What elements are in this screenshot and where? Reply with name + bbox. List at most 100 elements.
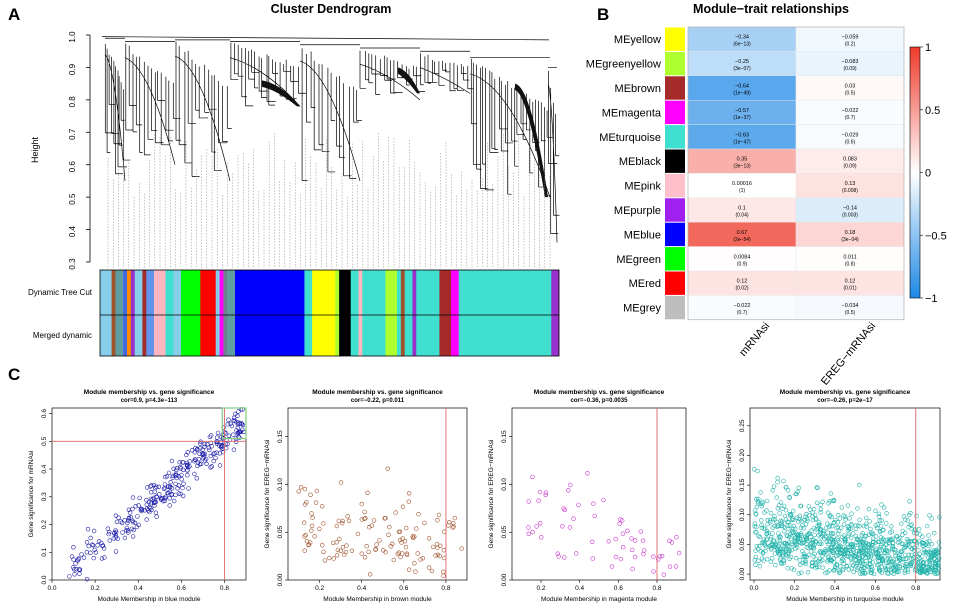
- scatter-point: [441, 547, 446, 553]
- scatter-point: [868, 526, 873, 532]
- scatter-point: [866, 552, 871, 558]
- scatter-point: [390, 541, 395, 546]
- scatter-point: [907, 499, 912, 504]
- scatter-point: [385, 466, 390, 471]
- scatter-point: [817, 522, 822, 527]
- scatter-point: [537, 521, 543, 526]
- scatter-point: [927, 567, 932, 572]
- scatter-point: [561, 506, 566, 511]
- scatter-point: [209, 464, 215, 469]
- scatter-point: [816, 522, 821, 528]
- scatter-point: [152, 500, 157, 505]
- scatter-point: [96, 539, 102, 544]
- scatter-point: [916, 548, 921, 553]
- scatter-point: [422, 520, 427, 526]
- scatter-point: [879, 502, 884, 507]
- scatter-point: [373, 547, 378, 552]
- scatter-point: [761, 558, 766, 563]
- scatter-point: [526, 531, 531, 536]
- scatter-point: [764, 537, 769, 543]
- scatter-point: [780, 550, 785, 555]
- scatter-point: [888, 559, 893, 564]
- scatter-point: [562, 507, 567, 512]
- scatter-point: [909, 526, 915, 532]
- scatter-point: [224, 445, 229, 451]
- scatter-point: [371, 518, 377, 523]
- scatter-point: [779, 561, 784, 567]
- scatter-point: [758, 490, 763, 495]
- dendrogram-ytick-label: 0.8: [68, 96, 77, 108]
- scatter-point: [632, 554, 638, 560]
- scatter-point: [235, 413, 240, 418]
- scatter-point: [837, 570, 842, 576]
- scatter-point: [798, 517, 803, 522]
- scatter-point: [793, 540, 798, 545]
- scatter-point: [154, 484, 159, 489]
- scatter-point: [793, 555, 799, 561]
- scatter-point: [899, 548, 905, 553]
- scatter-point: [921, 563, 926, 568]
- scatter-point: [784, 533, 789, 538]
- scatter-point: [613, 554, 619, 560]
- scatter-point: [149, 490, 154, 495]
- scatter-point: [179, 472, 184, 478]
- scatter-point: [820, 532, 826, 537]
- cell-pvalue: (3e−07): [733, 66, 751, 72]
- scatter-point: [877, 558, 882, 564]
- scatter-point: [755, 499, 761, 504]
- scatter-point: [860, 561, 866, 567]
- scatter-ytick-label: 0.00: [739, 567, 746, 580]
- scatter-point: [178, 491, 183, 497]
- scatter-point: [220, 449, 226, 455]
- scatter-point: [232, 418, 238, 423]
- scatter-point: [334, 539, 339, 545]
- module-eigengene-label: MEpink: [624, 181, 661, 193]
- scatter-point: [861, 536, 867, 542]
- dynamic-tree-cut-segment: [115, 270, 124, 315]
- scatter-point: [447, 519, 452, 525]
- scatter-point: [859, 566, 864, 572]
- heatmap-cell: [687, 75, 797, 101]
- dynamic-tree-cut-segment: [551, 270, 560, 315]
- cell-pvalue: (0.09): [843, 164, 856, 170]
- merged-dynamic-segment: [215, 315, 220, 356]
- scatter-point: [811, 546, 817, 551]
- scatter-point: [388, 544, 393, 549]
- scatter-point: [90, 543, 96, 548]
- scatter-point: [815, 485, 820, 491]
- merged-dynamic-segment: [100, 315, 112, 356]
- scatter-point: [403, 544, 409, 550]
- scatter-point: [145, 485, 150, 490]
- scatter-point: [99, 556, 105, 561]
- merged-dynamic-segment: [165, 315, 174, 356]
- scatter-point: [302, 502, 308, 507]
- scatter-point: [849, 541, 854, 547]
- module-eigengene-label: MEgreen: [616, 254, 661, 266]
- scatter-point: [829, 548, 835, 554]
- scatter-point: [435, 552, 441, 557]
- scatter-point: [861, 549, 866, 555]
- scatter-point: [928, 550, 933, 556]
- heatmap-cell: [795, 197, 905, 223]
- scatter-point: [219, 445, 224, 450]
- scatter-point: [118, 519, 123, 524]
- scatter-ytick-label: 0.2: [41, 520, 48, 529]
- cell-correlation: −0.059: [842, 35, 859, 41]
- scatter-point: [758, 518, 764, 523]
- cell-correlation: −0.63: [735, 132, 749, 138]
- scatter-xtick-label: 0.8: [441, 585, 450, 592]
- scatter-point: [173, 492, 178, 498]
- scatter-point: [802, 537, 807, 542]
- scatter-point: [802, 553, 807, 559]
- scatter-point: [667, 538, 672, 543]
- scatter-ytick-label: 0.15: [739, 478, 746, 491]
- scatter-point: [759, 525, 764, 530]
- scatter-point: [302, 534, 307, 539]
- scatter-point: [889, 570, 894, 575]
- module-eigengene-label: MEgreenyellow: [586, 59, 661, 71]
- scatter-point: [302, 520, 307, 525]
- scatter-point: [775, 476, 780, 481]
- dynamic-tree-cut-segment: [397, 270, 402, 315]
- scatter-point: [835, 546, 840, 551]
- cell-pvalue: (0.6): [845, 139, 856, 145]
